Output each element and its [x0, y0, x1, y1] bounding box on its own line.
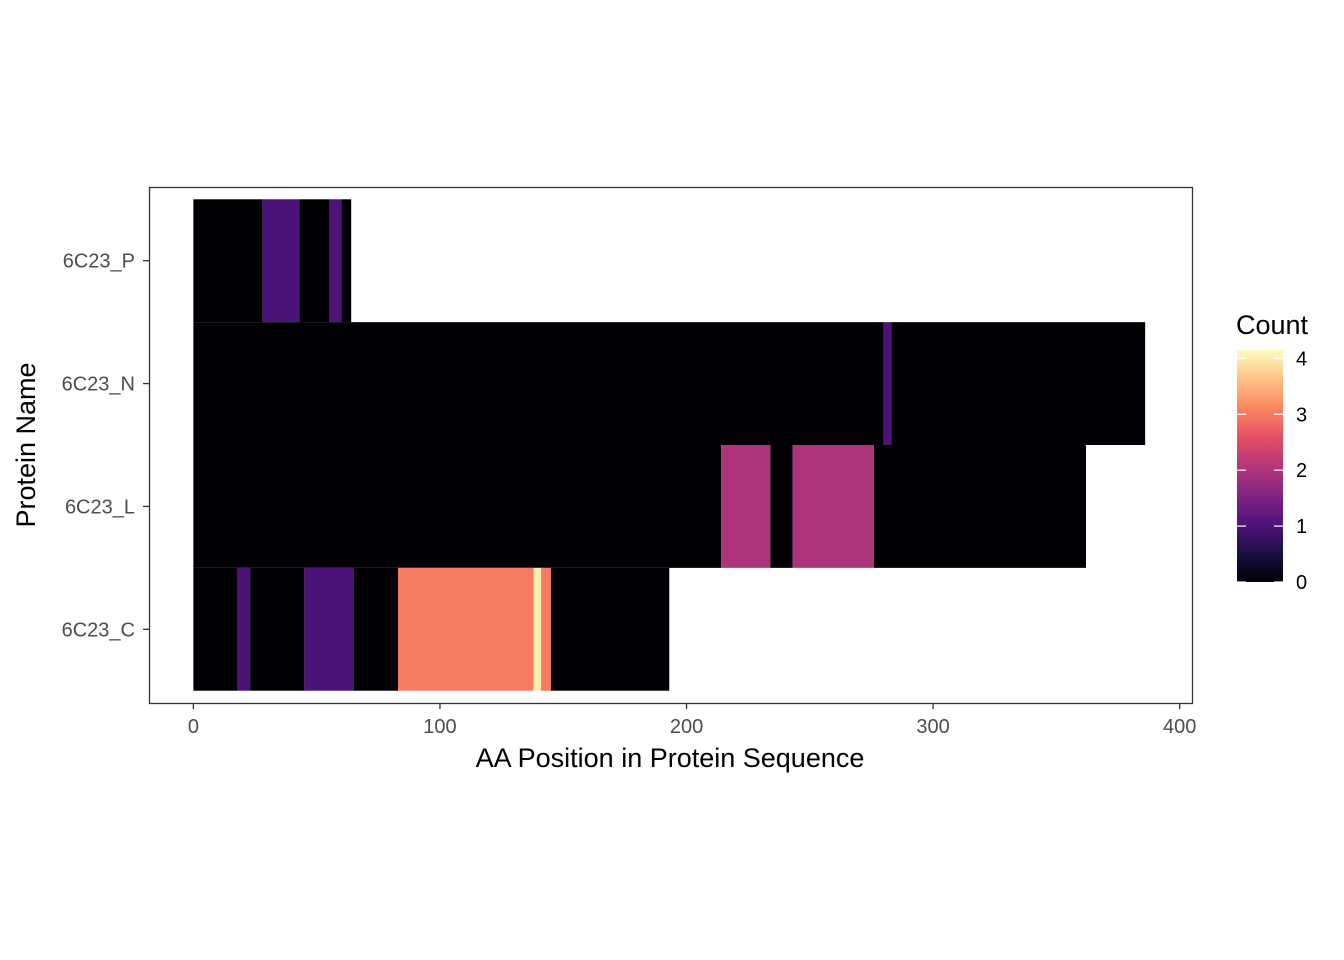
heatmap-tile	[398, 567, 534, 691]
heatmap-tile	[883, 322, 892, 445]
panel-border	[148, 186, 1194, 705]
heatmap-tile	[550, 567, 670, 691]
y-tick-label: 6C23_C	[62, 619, 135, 641]
heatmap-tile	[304, 567, 354, 691]
heatmap-tiles	[193, 199, 1146, 691]
heatmap-tile	[541, 567, 551, 691]
legend-colorbar	[1237, 350, 1283, 582]
heatmap-tile	[721, 445, 771, 568]
heatmap-tile	[262, 199, 300, 323]
heatmap-tile	[792, 445, 874, 568]
heatmap-tile	[873, 445, 1086, 568]
heatmap-tile	[891, 322, 1146, 445]
heatmap-tile	[193, 445, 722, 568]
legend-tick-label: 4	[1296, 348, 1307, 370]
x-axis: 0 100 200 300 400	[188, 703, 1196, 738]
y-tick-label: 6C23_L	[65, 496, 135, 518]
color-legend: Count 0 1 2 3 4	[1236, 310, 1309, 594]
heatmap-tile	[237, 567, 251, 691]
y-axis-title: Protein Name	[11, 362, 41, 527]
heatmap-tile	[770, 445, 793, 568]
heatmap-tile	[353, 567, 399, 691]
legend-title: Count	[1236, 310, 1309, 340]
legend-tick-label: 3	[1296, 404, 1307, 426]
legend-tick-label: 0	[1296, 572, 1307, 594]
x-axis-title: AA Position in Protein Sequence	[476, 743, 865, 773]
heatmap-tile	[193, 567, 238, 691]
heatmap-tile	[250, 567, 305, 691]
legend-tick-label: 2	[1296, 460, 1307, 482]
heatmap-tile	[299, 199, 329, 323]
legend-tick-label: 1	[1296, 516, 1307, 538]
x-tick-label: 400	[1163, 716, 1196, 738]
heatmap-tile	[329, 199, 342, 323]
heatmap-tile	[341, 199, 352, 323]
heatmap-tile	[193, 199, 263, 323]
y-tick-label: 6C23_N	[62, 374, 135, 396]
x-tick-label: 0	[188, 716, 199, 738]
heatmap-tile	[193, 322, 884, 445]
heatmap-tile	[533, 567, 542, 691]
x-tick-label: 300	[916, 716, 949, 738]
y-tick-label: 6C23_P	[63, 251, 135, 273]
x-tick-label: 200	[670, 716, 703, 738]
x-tick-label: 100	[423, 716, 456, 738]
y-axis: 6C23_P 6C23_N 6C23_L 6C23_C	[62, 251, 149, 641]
